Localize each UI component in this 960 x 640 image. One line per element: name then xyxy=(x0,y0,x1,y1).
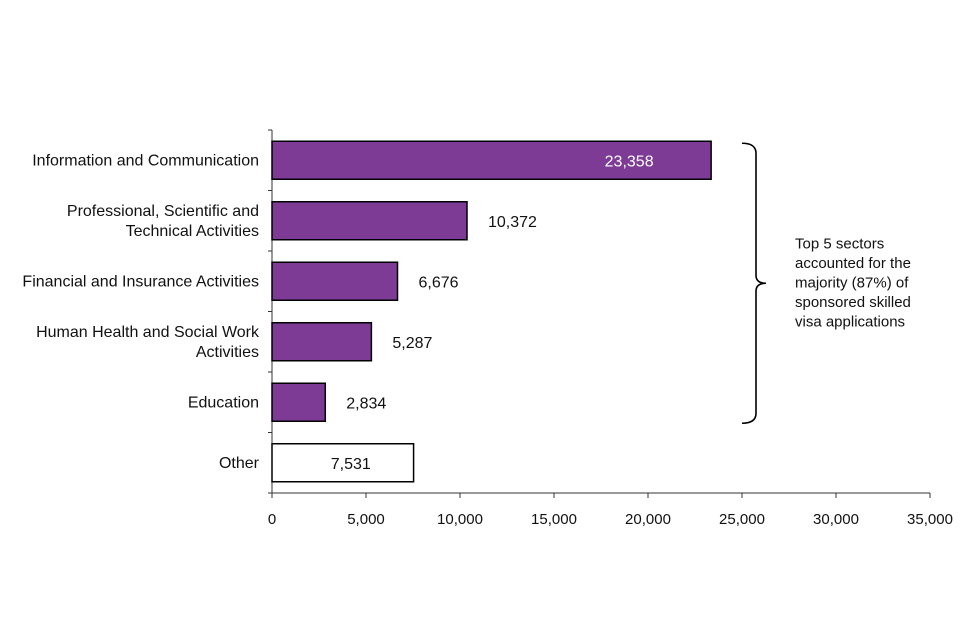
category-label: Financial and Insurance Activities xyxy=(22,273,259,290)
data-label: 10,372 xyxy=(488,214,537,231)
data-label: 6,676 xyxy=(419,274,459,291)
bar[interactable] xyxy=(271,322,373,362)
category-label: Information and Communication xyxy=(32,152,259,169)
x-tick-label: 35,000 xyxy=(907,511,953,528)
bar[interactable] xyxy=(271,382,327,422)
bar[interactable] xyxy=(271,201,468,241)
annotation-brace xyxy=(741,142,767,425)
bar[interactable] xyxy=(271,443,415,483)
data-label: 5,287 xyxy=(392,335,432,352)
category-label: Education xyxy=(188,394,259,411)
x-tick-label: 20,000 xyxy=(625,511,671,528)
annotation-text: majority (87%) of xyxy=(795,274,909,291)
annotation-text: Top 5 sectors xyxy=(795,235,884,252)
x-tick-label: 0 xyxy=(268,511,276,528)
x-tick-label: 5,000 xyxy=(347,511,385,528)
x-tick-label: 15,000 xyxy=(531,511,577,528)
bar[interactable] xyxy=(271,140,712,180)
data-label: 7,531 xyxy=(331,456,371,473)
category-label: Human Health and Social Work xyxy=(36,324,260,341)
x-tick-label: 10,000 xyxy=(437,511,483,528)
category-label: Activities xyxy=(196,344,259,361)
annotation-text: accounted for the xyxy=(795,255,911,272)
x-tick-label: 30,000 xyxy=(813,511,859,528)
annotation-text: sponsored skilled xyxy=(795,294,911,311)
category-label: Technical Activities xyxy=(126,223,259,240)
data-label: 23,358 xyxy=(605,153,654,170)
bar[interactable] xyxy=(271,261,399,301)
category-label: Professional, Scientific and xyxy=(67,203,259,220)
category-label: Other xyxy=(219,455,260,472)
x-tick-label: 25,000 xyxy=(719,511,765,528)
data-label: 2,834 xyxy=(346,395,386,412)
annotation-text: visa applications xyxy=(795,313,905,330)
